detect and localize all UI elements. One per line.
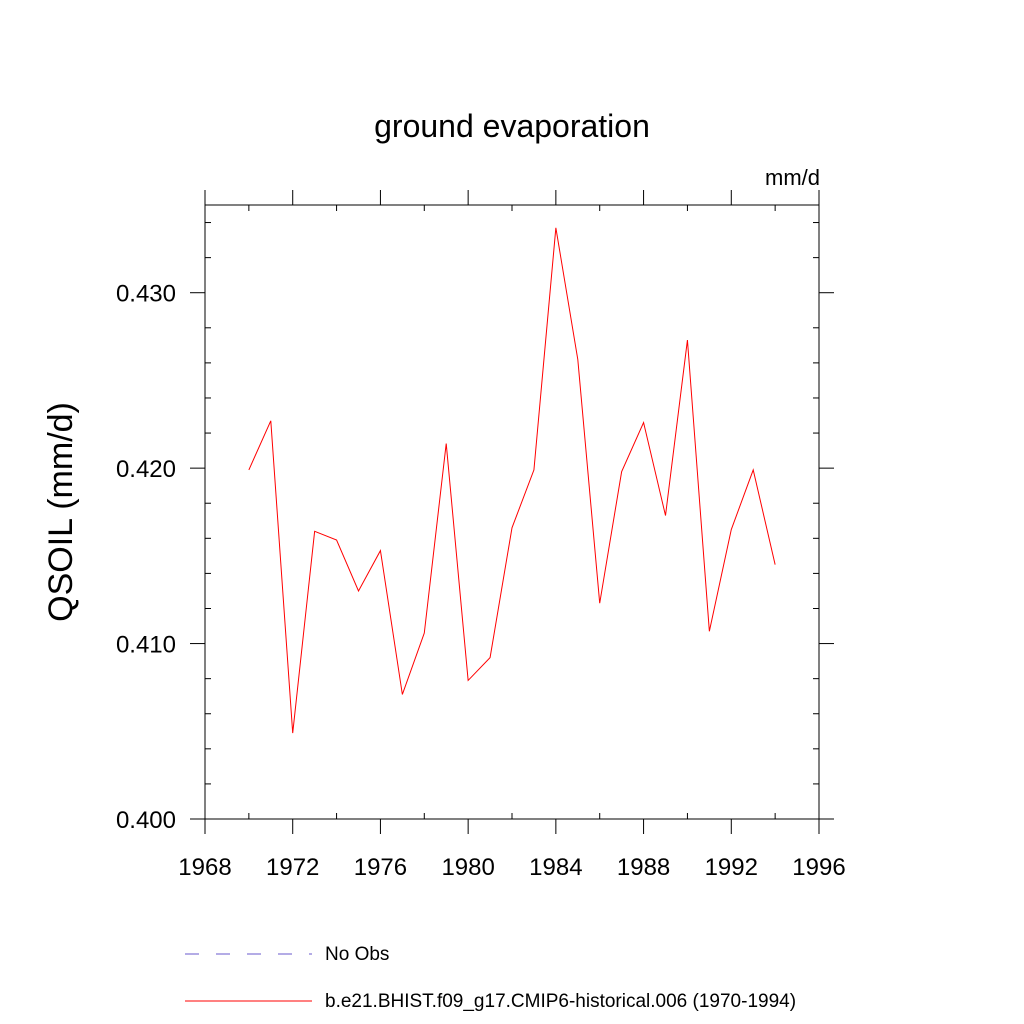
- x-tick-label: 1976: [354, 854, 407, 881]
- series-line-model: [248, 227, 776, 734]
- y-axis-label: QSOIL (mm/d): [42, 402, 80, 622]
- x-tick-label: 1996: [792, 854, 845, 881]
- x-tick-label: 1988: [617, 854, 670, 881]
- x-tick-label: 1992: [705, 854, 758, 881]
- y-tick-label: 0.430: [116, 281, 176, 308]
- plot-frame: [204, 204, 820, 820]
- y-tick-label: 0.420: [116, 456, 176, 483]
- x-tick-label: 1968: [178, 854, 231, 881]
- legend-label-no-obs: No Obs: [325, 944, 389, 965]
- legend: No Obs b.e21.BHIST.f09_g17.CMIP6-histori…: [185, 944, 796, 1012]
- x-tick-label: 1980: [441, 854, 494, 881]
- legend-label-model: b.e21.BHIST.f09_g17.CMIP6-historical.006…: [325, 991, 796, 1012]
- series-group: [248, 227, 776, 734]
- x-tick-label: 1984: [529, 854, 582, 881]
- tick-labels: 1968 1972 1976 1980 1984 1988 1992 1996 0.400 0.4…: [116, 281, 846, 881]
- x-tick-label: 1972: [266, 854, 319, 881]
- y-tick-label: 0.400: [116, 807, 176, 834]
- axis-ticks: [190, 190, 834, 834]
- chart-title: ground evaporation: [374, 108, 650, 144]
- y-tick-label: 0.410: [116, 632, 176, 659]
- units-label: mm/d: [765, 165, 820, 190]
